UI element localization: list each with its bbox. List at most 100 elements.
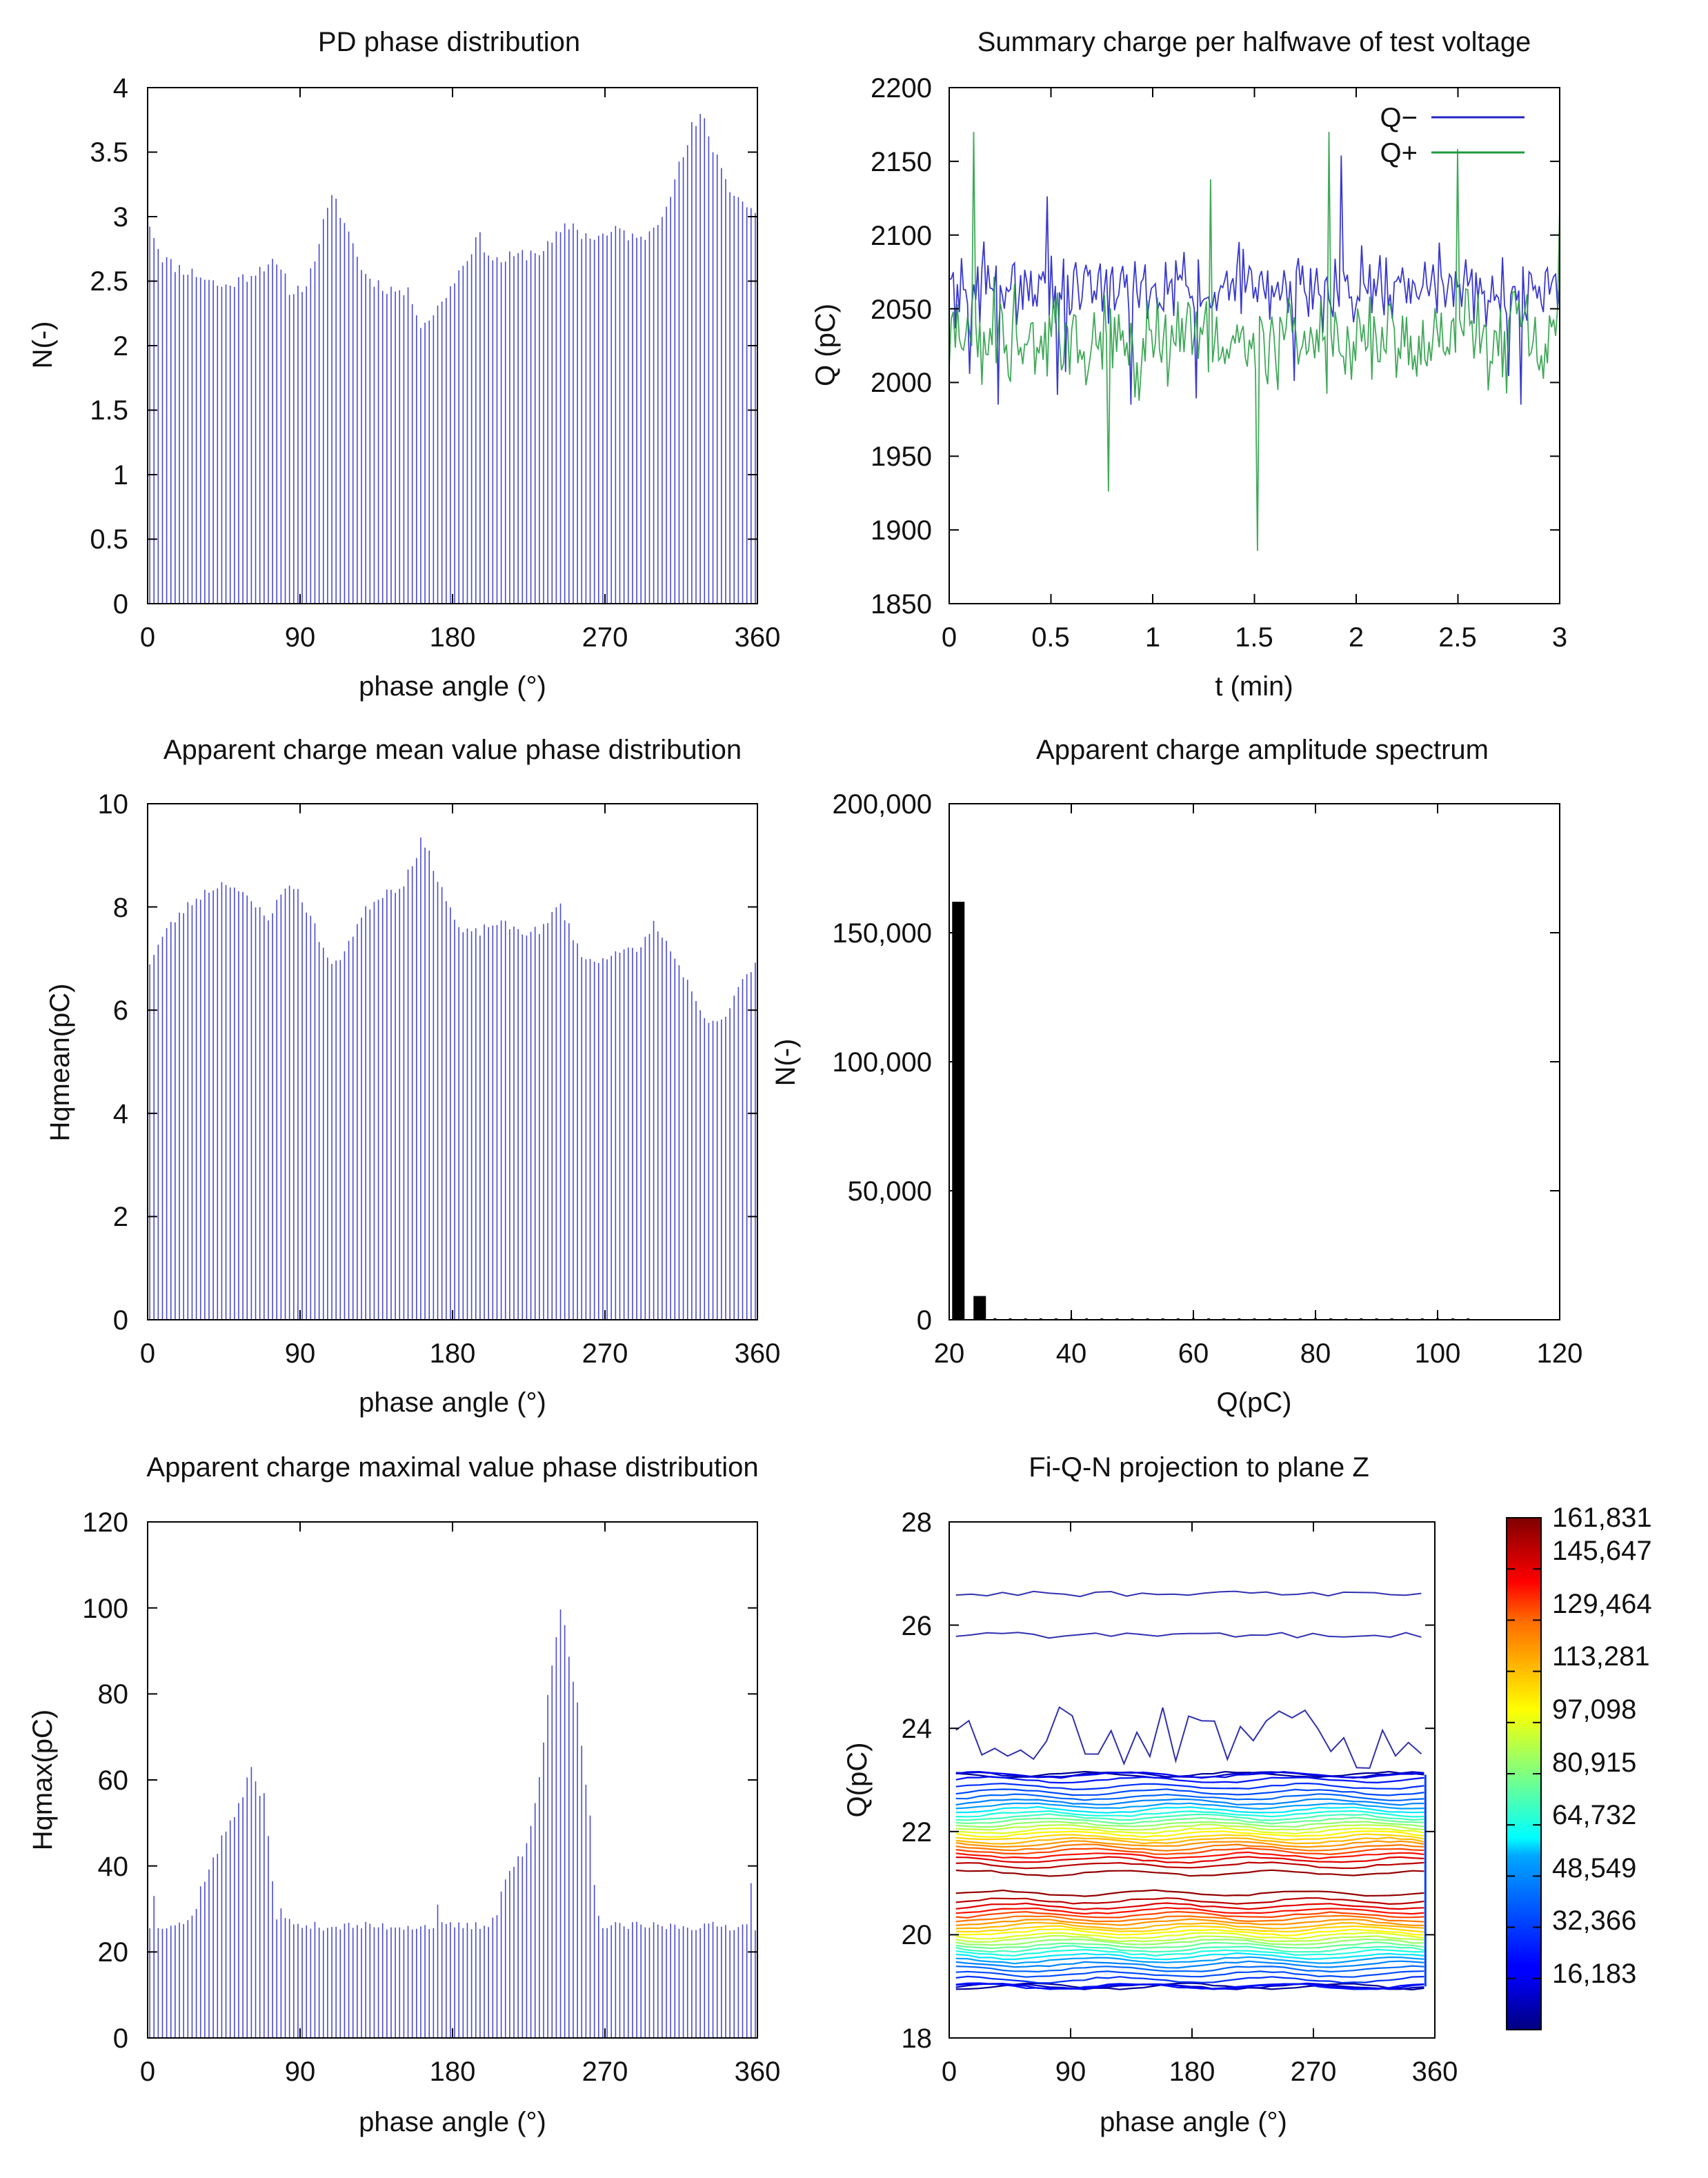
y-tick-label: 1.5 xyxy=(90,395,128,426)
tick-marks xyxy=(949,1521,1436,2039)
x-tick-label: 0 xyxy=(942,2057,957,2087)
x-axis: 0 90 180 270 360 xyxy=(140,2057,781,2087)
y-axis: 1850 1900 1950 2000 2050 2100 2150 2200 xyxy=(871,73,932,620)
contour-line xyxy=(955,1770,1424,1779)
x-axis-label: phase angle (°) xyxy=(359,1387,546,1418)
y-axis-label: Q (pC) xyxy=(811,304,841,386)
legend-label-q-minus: Q− xyxy=(1380,103,1418,133)
contour-line xyxy=(955,1821,1424,1828)
contour-line xyxy=(955,1776,1424,1784)
y-tick-label: 0 xyxy=(113,589,128,620)
y-axis: 18 20 22 24 26 28 xyxy=(902,1507,933,2054)
contour-line xyxy=(955,1706,1422,1769)
x-tick-label: 360 xyxy=(1412,2057,1458,2087)
y-tick-label: 2050 xyxy=(871,295,932,325)
contour-line xyxy=(955,1798,1424,1806)
contour-line xyxy=(955,1837,1424,1845)
x-tick-label: 90 xyxy=(285,2057,316,2087)
x-axis: 0 90 180 270 360 xyxy=(140,622,781,653)
colorbar-tick-label: 32,366 xyxy=(1552,1905,1636,1936)
x-tick-label: 270 xyxy=(582,1338,628,1369)
x-tick-label: 360 xyxy=(735,1338,781,1369)
y-tick-label: 24 xyxy=(902,1714,933,1744)
legend: Q− Q+ xyxy=(1380,103,1525,168)
x-axis: 0 90 180 270 360 xyxy=(140,1338,781,1369)
y-tick-label: 100,000 xyxy=(832,1047,932,1078)
bar xyxy=(973,1296,986,1320)
contour-line xyxy=(955,1813,1424,1821)
x-tick-label: 90 xyxy=(285,622,316,653)
y-axis-label: Hqmean(pC) xyxy=(45,984,75,1142)
x-tick-label: 180 xyxy=(430,622,476,653)
y-tick-label: 0.5 xyxy=(90,524,128,555)
contour-line xyxy=(955,1802,1424,1810)
colorbar-ticks xyxy=(1507,1517,1541,1979)
bar-series xyxy=(149,838,756,1320)
colorbar-tick-label: 97,098 xyxy=(1552,1694,1636,1725)
y-tick-label: 0 xyxy=(113,1305,128,1336)
x-tick-label: 1 xyxy=(1145,622,1160,653)
tick-marks xyxy=(147,803,758,1320)
contour-line xyxy=(955,1934,1424,1943)
colorbar-tick-label: 48,549 xyxy=(1552,1853,1636,1883)
x-axis-label: Q(pC) xyxy=(1217,1387,1292,1418)
x-axis-label: t (min) xyxy=(1215,671,1293,702)
panel-mean-phase: Apparent charge mean value phase distrib… xyxy=(45,735,780,1418)
bar-series xyxy=(952,902,1470,1320)
y-tick-label: 1950 xyxy=(871,442,932,472)
contour-line xyxy=(955,1960,1424,1969)
chart-title: Summary charge per halfwave of test volt… xyxy=(977,27,1531,57)
x-tick-label: 3 xyxy=(1552,622,1567,653)
y-tick-label: 150,000 xyxy=(832,918,932,949)
x-tick-label: 2.5 xyxy=(1438,622,1477,653)
x-tick-label: 360 xyxy=(735,622,781,653)
y-tick-label: 80 xyxy=(98,1679,129,1710)
colorbar-tick-label: 80,915 xyxy=(1552,1748,1636,1778)
y-tick-label: 4 xyxy=(113,73,128,103)
chart-title: Fi-Q-N projection to plane Z xyxy=(1029,1452,1369,1483)
y-tick-label: 0 xyxy=(917,1305,932,1336)
contour-line xyxy=(955,1856,1424,1864)
contour-line xyxy=(955,1788,1424,1796)
contour-line xyxy=(955,1889,1424,1897)
contour-line xyxy=(955,1956,1424,1965)
contour-line xyxy=(955,1902,1424,1910)
x-tick-label: 180 xyxy=(430,2057,476,2087)
bar-series xyxy=(149,114,756,604)
contour-line xyxy=(955,1632,1422,1639)
contour-line xyxy=(955,1932,1424,1940)
x-tick-label: 270 xyxy=(1291,2057,1337,2087)
y-tick-label: 28 xyxy=(902,1507,933,1538)
x-tick-label: 40 xyxy=(1056,1338,1087,1369)
y-tick-label: 120 xyxy=(82,1507,128,1538)
bar xyxy=(952,902,965,1320)
y-tick-label: 22 xyxy=(902,1817,933,1848)
y-tick-label: 10 xyxy=(98,789,129,820)
colorbar-tick-label: 64,732 xyxy=(1552,1800,1636,1830)
contour-line xyxy=(955,1833,1424,1841)
x-tick-label: 0 xyxy=(140,1338,155,1369)
y-tick-label: 20 xyxy=(902,1920,933,1950)
colorbar-tick-label: 16,183 xyxy=(1552,1959,1636,1989)
contour-line xyxy=(955,1941,1424,1950)
contour-line xyxy=(955,1928,1424,1937)
chart-title: Apparent charge amplitude spectrum xyxy=(1036,735,1489,765)
x-tick-label: 180 xyxy=(430,1338,476,1369)
x-tick-label: 270 xyxy=(582,622,628,653)
colorbar-tick-label: 145,647 xyxy=(1552,1536,1652,1566)
y-axis: 0 50,000 100,000 150,000 200,000 xyxy=(832,789,932,1336)
panel-max-phase: Apparent charge maximal value phase dist… xyxy=(28,1452,780,2137)
y-tick-label: 2200 xyxy=(871,73,932,103)
y-tick-label: 2 xyxy=(113,331,128,362)
contour-line xyxy=(955,1861,1424,1870)
bar xyxy=(993,1318,997,1320)
x-tick-label: 0 xyxy=(942,622,957,653)
contour-series xyxy=(955,1590,1427,1991)
contour-line xyxy=(955,1925,1424,1933)
contour-line xyxy=(955,1975,1424,1984)
x-tick-label: 270 xyxy=(582,2057,628,2087)
contour-line xyxy=(955,1907,1424,1915)
plot-frame xyxy=(949,803,1560,1320)
y-tick-label: 50,000 xyxy=(848,1176,932,1207)
